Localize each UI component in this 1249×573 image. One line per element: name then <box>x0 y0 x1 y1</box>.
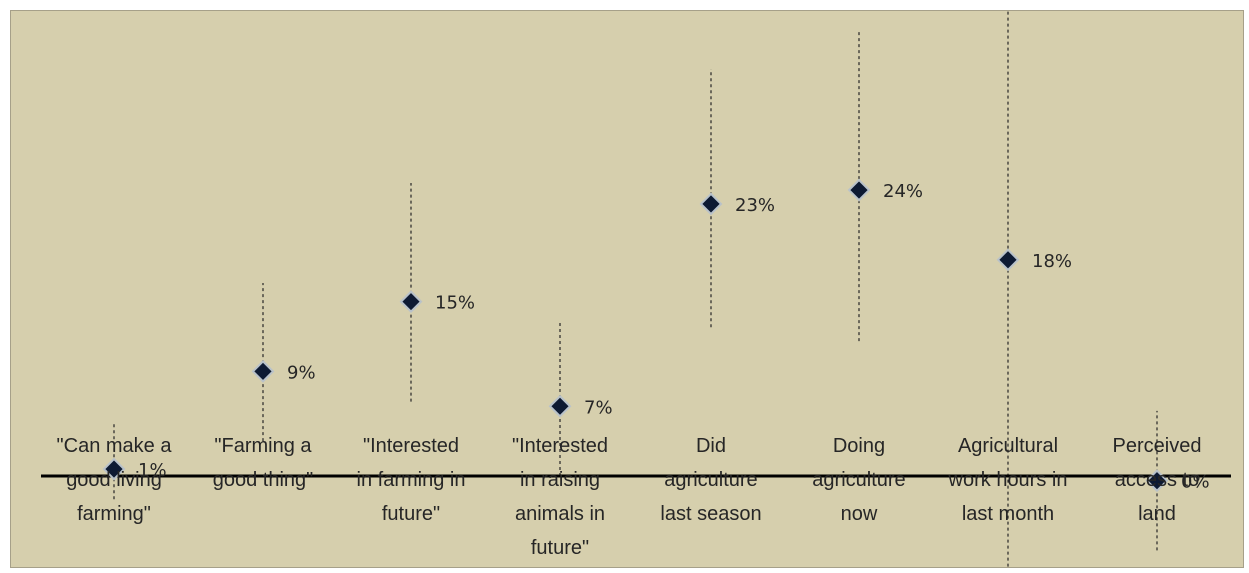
category-label: "Interested in farming in future" <box>357 435 466 525</box>
data-point-marker <box>996 248 1020 272</box>
category-label: "Interested in raising animals in future" <box>512 435 608 559</box>
data-label: 7% <box>584 397 613 418</box>
data-point-marker <box>699 192 723 216</box>
category-label: Did agriculture last season <box>660 435 761 525</box>
category-label: Perceived access to land <box>1113 435 1202 525</box>
chart-svg: 1% 9% 15% 7% 23% 24% 18% 0% "Can make a good livi… <box>41 11 1231 567</box>
data-label: 15% <box>435 293 475 314</box>
category-label: "Farming a good thing" <box>213 435 314 491</box>
data-point-marker <box>847 178 871 202</box>
data-label: 0% <box>1181 472 1210 493</box>
category-label: "Can make a good living farming" <box>57 435 173 525</box>
data-label: 9% <box>287 362 316 383</box>
data-point-marker <box>548 394 572 418</box>
data-label: 1% <box>138 460 167 481</box>
data-label: 23% <box>735 195 775 216</box>
data-label: 24% <box>883 181 923 202</box>
data-point-marker <box>399 290 423 314</box>
data-point-marker <box>1145 469 1169 493</box>
category-label: Agricultural work hours in last month <box>948 435 1068 525</box>
category-label: Doing agriculture now <box>812 435 905 525</box>
data-point-marker <box>251 359 275 383</box>
data-label: 18% <box>1032 251 1072 272</box>
data-point-marker <box>102 457 126 481</box>
chart-area: 1% 9% 15% 7% 23% 24% 18% 0% "Can make a good livi… <box>10 10 1244 568</box>
